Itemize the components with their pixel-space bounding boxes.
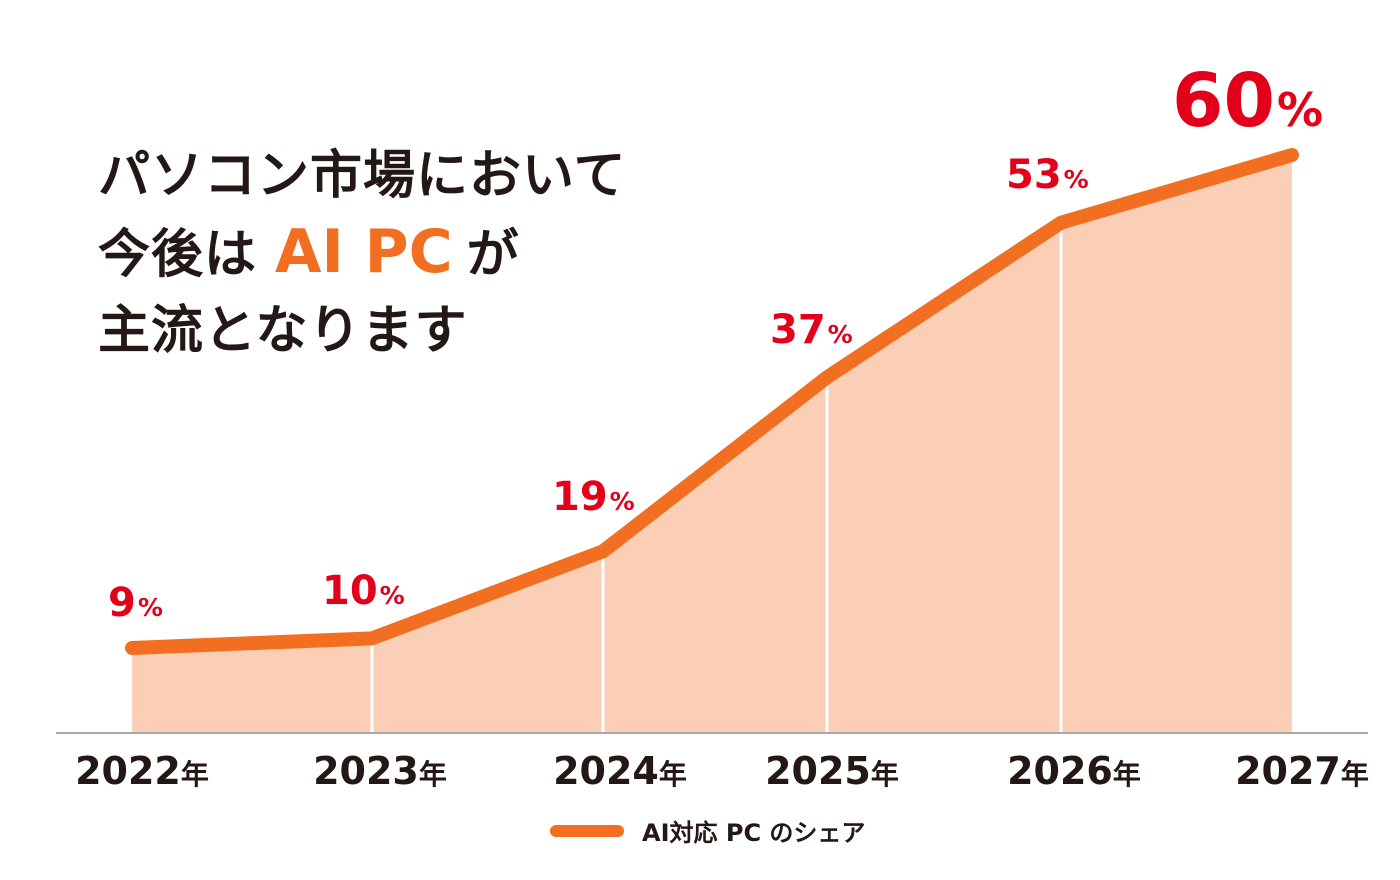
x-tick-label-0: 2022年 [75,749,209,793]
value-label-4: 53% [1006,152,1089,198]
value-label-1: 10% [322,568,405,614]
headline-accent-ai-pc: AI PC [275,217,453,287]
x-tick-label-5: 2027年 [1235,749,1369,793]
value-label-2: 19% [552,474,635,520]
headline-line-2-prefix: 今後は [98,225,258,285]
headline-line-3: 主流となります [98,301,468,361]
value-labels: 9% 10% 19% 37% 53% 60% [108,58,1323,626]
headline-line-2: 今後は AI PC が [98,214,626,293]
legend-label: AI対応 PC のシェア [642,819,866,847]
series-line [125,148,1299,655]
legend-swatch [550,824,624,837]
x-tick-labels: 2022年 2023年 2024年 2025年 2026年 2027年 [75,749,1369,793]
x-tick-label-3: 2025年 [765,749,899,793]
year-dividers [370,222,1063,732]
x-tick-label-4: 2026年 [1007,749,1141,793]
series-area [132,155,1292,732]
headline-line-1: パソコン市場において [98,146,627,206]
x-tick-label-2: 2024年 [553,749,687,793]
value-label-3: 37% [770,307,853,353]
x-tick-label-1: 2023年 [313,749,447,793]
legend: AI対応 PC のシェア [550,813,865,848]
value-label-5: 60% [1172,58,1323,144]
headline-line-2-suffix: が [466,225,520,285]
value-label-0: 9% [108,580,163,626]
chart-headline: パソコン市場において 今後は AI PC が 主流となります [98,138,626,369]
